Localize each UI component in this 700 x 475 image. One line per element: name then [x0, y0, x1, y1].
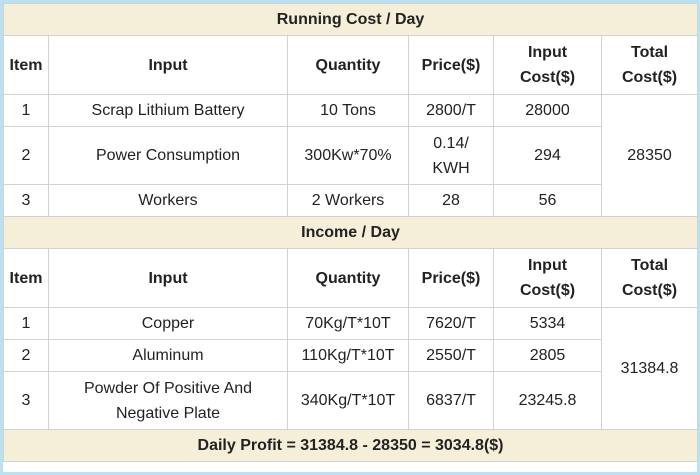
- cell: 2 Workers: [287, 184, 409, 217]
- total-cell: 28350: [600, 94, 699, 217]
- cell: 110Kg/T*10T: [287, 339, 409, 372]
- header-cell: Total Cost($): [600, 248, 699, 308]
- footer: Daily Profit = 31384.8 - 28350 = 3034.8(…: [2, 429, 699, 462]
- header-cell: Quantity: [287, 35, 409, 95]
- header-cell: Price($): [408, 35, 494, 95]
- cell: Copper: [48, 307, 288, 340]
- cell: Workers: [48, 184, 288, 217]
- header-cell: Price($): [408, 248, 494, 308]
- cell: Powder Of Positive And Negative Plate: [48, 371, 288, 430]
- section-title: Income / Day: [2, 216, 699, 249]
- header-cell: Input Cost($): [493, 35, 602, 95]
- cell: 1: [3, 307, 49, 340]
- table-row: 3 Powder Of Positive And Negative Plate 34…: [3, 371, 698, 430]
- cell: 2800/T: [408, 94, 494, 127]
- cell: 340Kg/T*10T: [287, 371, 409, 430]
- cell: 2805: [493, 339, 602, 372]
- header-cell: Quantity: [287, 248, 409, 308]
- total-cell: 31384.8: [600, 307, 699, 430]
- cell: 3: [3, 371, 49, 430]
- header-cell: Total Cost($): [600, 35, 699, 95]
- cell: 28: [408, 184, 494, 217]
- cell: 5334: [493, 307, 602, 340]
- cell: 3: [3, 184, 49, 217]
- cell: Aluminum: [48, 339, 288, 372]
- table-row: Item Input Quantity Price($) Input Cost($) To…: [3, 248, 699, 308]
- cell: Scrap Lithium Battery: [48, 94, 288, 127]
- cell: 2: [3, 126, 49, 185]
- cell: Power Consumption: [48, 126, 288, 185]
- cell: 294: [493, 126, 602, 185]
- cell: 1: [3, 94, 49, 127]
- cell: 2: [3, 339, 49, 372]
- cell: 0.14/ KWH: [408, 126, 494, 185]
- table-row: Running Cost / Day: [2, 3, 699, 36]
- cell: 10 Tons: [287, 94, 409, 127]
- section-title: Running Cost / Day: [2, 3, 699, 36]
- header-cell: Input Cost($): [493, 248, 602, 308]
- cell: 28000: [493, 94, 602, 127]
- table-row: Item Input Quantity Price($) Input Cost($) To…: [3, 35, 699, 95]
- table-row: 1 Copper 70Kg/T*10T 7620/T 5334 31384.8: [3, 307, 699, 430]
- cell: 6837/T: [408, 371, 494, 430]
- cell: 23245.8: [493, 371, 602, 430]
- cell: 300Kw*70%: [287, 126, 409, 185]
- table-row: Daily Profit = 31384.8 - 28350 = 3034.8(…: [2, 429, 699, 462]
- cell: 2550/T: [408, 339, 494, 372]
- header-cell: Input: [48, 35, 288, 95]
- table-row: 2 Aluminum 110Kg/T*10T 2550/T 2805: [3, 339, 698, 372]
- table-row: 1 Scrap Lithium Battery 10 Tons 2800/T 28000…: [3, 94, 699, 217]
- header-cell: Item: [3, 35, 49, 95]
- table-row: 2 Power Consumption 300Kw*70% 0.14/ KWH 294: [3, 126, 698, 185]
- header-cell: Input: [48, 248, 288, 308]
- table-row: Income / Day: [2, 216, 699, 249]
- header-cell: Item: [3, 248, 49, 308]
- table-row: 3 Workers 2 Workers 28 56: [3, 184, 698, 217]
- cell: 70Kg/T*10T: [287, 307, 409, 340]
- cell: 7620/T: [408, 307, 494, 340]
- cell: 56: [493, 184, 602, 217]
- cost-table: Running Cost / Day Item Input Quantity Price…: [2, 3, 699, 462]
